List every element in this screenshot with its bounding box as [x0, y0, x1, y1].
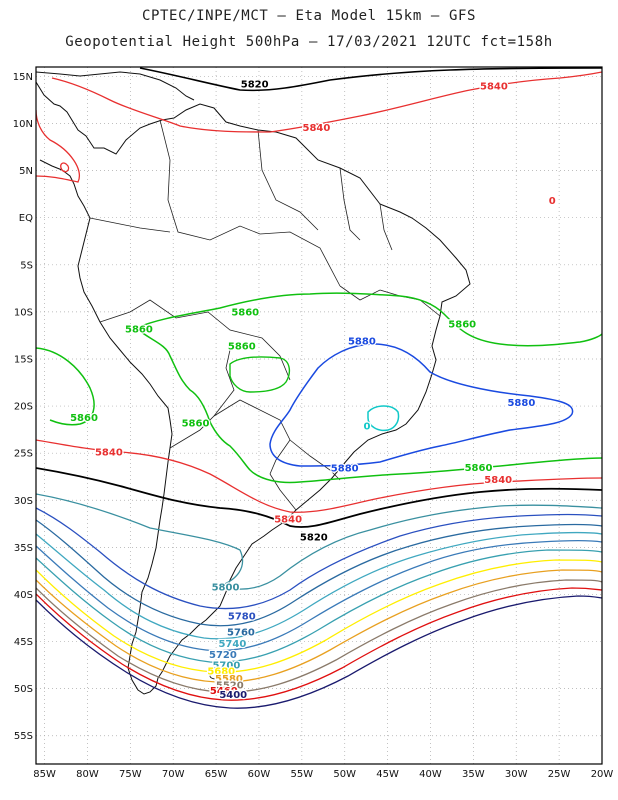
- lat-tick-label: 25S: [14, 449, 33, 460]
- lat-tick-label: 50S: [14, 684, 33, 695]
- contour-5860-main: [36, 292, 602, 484]
- lon-tick-label: 65W: [205, 769, 228, 780]
- lon-tick-label: 20W: [591, 769, 614, 780]
- contour-label: 5840: [95, 448, 123, 459]
- map-frame: [35, 66, 603, 765]
- graticule: [36, 67, 603, 764]
- contour-label: 5860: [125, 324, 153, 335]
- contour-label: 5880: [348, 337, 376, 348]
- contour-label: 5840: [484, 475, 512, 486]
- trough-contours: [36, 493, 602, 709]
- lat-tick-label: EQ: [19, 213, 33, 224]
- geopotential-contours: [36, 67, 602, 709]
- contour-labels: 5820 5840 5840 0 5860 5860 5860 5860 5860 5860 586…: [69, 78, 557, 702]
- lat-tick-label: 45S: [14, 637, 33, 648]
- falkland-islands: [209, 672, 223, 680]
- lat-tick-label: 55S: [14, 731, 33, 742]
- contour-label: 5760: [227, 628, 255, 639]
- contour-5880: [269, 343, 574, 467]
- contour-label: 5400: [219, 690, 247, 701]
- contour-label: 5820: [241, 79, 269, 90]
- lat-tick-label: 5N: [19, 166, 33, 177]
- lon-tick-label: 35W: [462, 769, 485, 780]
- lon-tick-label: 70W: [162, 769, 185, 780]
- contour-5860-inner: [229, 356, 291, 393]
- contour-label: 5740: [218, 639, 246, 650]
- contour-label: 5800: [212, 582, 240, 593]
- lat-tick-label: 10S: [14, 307, 33, 318]
- country-borders: [89, 119, 441, 511]
- lon-tick-label: 80W: [76, 769, 99, 780]
- lat-tick-label: 30S: [14, 496, 33, 507]
- contour-label: 5860: [231, 307, 259, 318]
- lat-tick-label: 35S: [14, 543, 33, 554]
- lon-tick-label: 50W: [333, 769, 356, 780]
- map-title: CPTEC/INPE/MCT – Eta Model 15km – GFS: [141, 8, 477, 24]
- coastline-and-borders: [36, 71, 471, 695]
- contour-5840-north: [36, 71, 602, 183]
- lon-tick-label: 75W: [119, 769, 142, 780]
- lon-tick-label: 25W: [548, 769, 571, 780]
- map-subtitle: Geopotential Height 500hPa – 17/03/2021 …: [65, 34, 553, 50]
- lon-tick-label: 60W: [248, 769, 271, 780]
- lon-tick-label: 45W: [376, 769, 399, 780]
- contour-label: 0: [549, 196, 556, 207]
- contour-label: 0: [364, 421, 371, 432]
- contour-5840-blob: [60, 162, 70, 173]
- contour-label: 5880: [507, 398, 535, 409]
- lat-tick-label: 15N: [13, 72, 33, 83]
- axis-labels: 15N 10N 5N EQ 5S 10S 15S 20S 25S 30S 35S 40S 45S 50S 5…: [13, 72, 614, 780]
- contour-label: 5460: [210, 686, 238, 697]
- contour-label: 5820: [300, 533, 328, 544]
- lat-tick-label: 40S: [14, 590, 33, 601]
- contour-label: 5860: [465, 463, 493, 474]
- lon-tick-label: 55W: [291, 769, 314, 780]
- contour-label: 5860: [70, 413, 98, 424]
- contour-label: 5680: [207, 666, 235, 677]
- lon-tick-label: 40W: [419, 769, 442, 780]
- contour-label: 5520: [216, 680, 244, 691]
- contour-5820-north: [139, 67, 602, 92]
- lon-tick-label: 85W: [33, 769, 56, 780]
- contour-label: 5840: [303, 123, 331, 134]
- lon-tick-label: 30W: [505, 769, 528, 780]
- contour-label: 5860: [182, 419, 210, 430]
- lat-tick-label: 10N: [13, 119, 33, 130]
- contour-label: 5780: [228, 612, 256, 623]
- contour-label: 5840: [274, 515, 302, 526]
- contour-label: 5880: [331, 464, 359, 475]
- contour-label: 5700: [212, 661, 240, 672]
- central-america-coastline: [36, 71, 195, 101]
- lat-tick-label: 5S: [20, 260, 33, 271]
- south-america-coastline: [36, 81, 471, 695]
- lat-tick-label: 15S: [14, 354, 33, 365]
- contour-label: 5860: [448, 320, 476, 331]
- contour-label: 5580: [215, 674, 243, 685]
- contour-5900: [367, 405, 400, 432]
- contour-label: 5720: [209, 650, 237, 661]
- contour-label: 5840: [480, 81, 508, 92]
- lat-tick-label: 20S: [14, 402, 33, 413]
- contour-5820-south: [36, 467, 602, 528]
- contour-5840-south: [36, 439, 602, 513]
- contour-label: 5860: [228, 341, 256, 352]
